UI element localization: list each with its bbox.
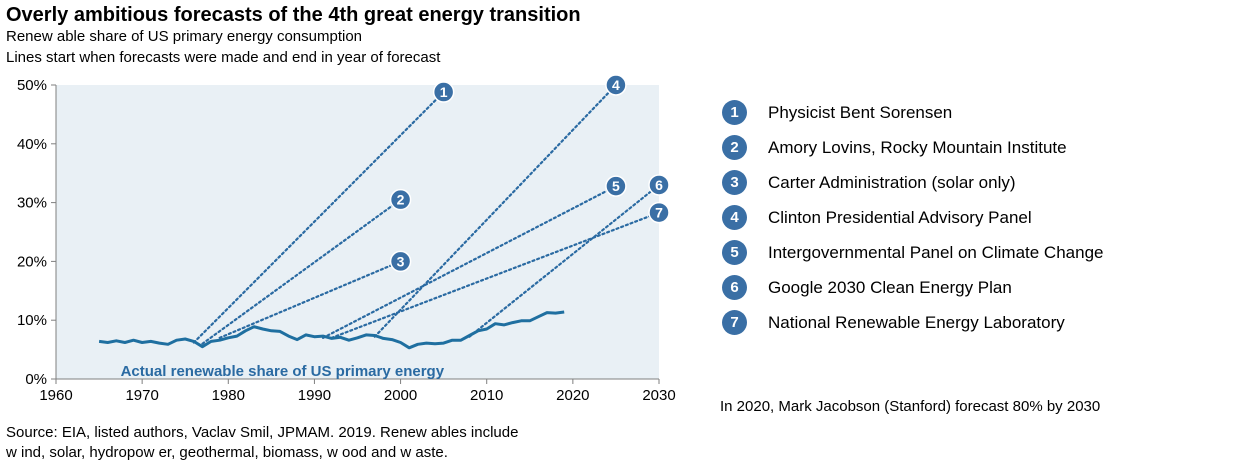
x-tick-label: 1980 — [212, 387, 245, 404]
legend-item: 4 Clinton Presidential Advisory Panel — [722, 200, 1103, 235]
legend-badge: 1 — [722, 100, 747, 125]
legend-label: Clinton Presidential Advisory Panel — [768, 207, 1032, 227]
legend-label: Google 2030 Clean Energy Plan — [768, 277, 1012, 297]
y-tick-label: 10% — [17, 312, 47, 329]
legend-item: 7 National Renewable Energy Laboratory — [722, 305, 1103, 340]
legend-label: Intergovernmental Panel on Climate Chang… — [768, 242, 1104, 262]
source-line-2: w ind, solar, hydropow er, geothermal, b… — [6, 444, 448, 461]
y-tick-label: 40% — [17, 136, 47, 153]
forecast-line-7 — [330, 211, 661, 339]
forecast-badge-number: 2 — [397, 192, 405, 208]
forecast-badge-number: 4 — [612, 77, 620, 93]
legend-item: 6 Google 2030 Clean Energy Plan — [722, 270, 1103, 305]
legend: 1 Physicist Bent Sorensen 2 Amory Lovins… — [722, 95, 1103, 340]
forecast-badge-number: 1 — [440, 84, 448, 100]
x-tick-label: 2020 — [556, 387, 589, 404]
subtitle-line-2: Lines start when forecasts were made and… — [6, 49, 441, 66]
x-tick-label: 2000 — [384, 387, 417, 404]
forecast-line-4 — [373, 83, 618, 338]
y-tick-label: 20% — [17, 253, 47, 270]
actual-series-label: Actual renewable share of US primary ene… — [121, 363, 445, 380]
forecast-line-5 — [321, 185, 618, 339]
forecast-badge-4 — [605, 74, 627, 96]
legend-badge: 6 — [722, 275, 747, 300]
y-tick-label: 0% — [25, 371, 47, 388]
legend-badge: 4 — [722, 205, 747, 230]
x-tick-label: 1990 — [298, 387, 331, 404]
forecast-line-6 — [468, 183, 661, 338]
forecast-line-3 — [218, 260, 402, 339]
forecast-badge-number: 5 — [612, 178, 620, 194]
legend-badge: 3 — [722, 170, 747, 195]
x-tick-label: 2010 — [470, 387, 503, 404]
y-tick-label: 30% — [17, 195, 47, 212]
forecast-badge-number: 6 — [655, 177, 663, 193]
legend-label: Amory Lovins, Rocky Mountain Institute — [768, 137, 1067, 157]
legend-item: 5 Intergovernmental Panel on Climate Cha… — [722, 235, 1103, 270]
legend-label: Physicist Bent Sorensen — [768, 102, 953, 122]
forecast-badge-number: 3 — [397, 253, 405, 269]
forecast-badge-3 — [389, 250, 412, 273]
forecast-badge-1 — [432, 81, 455, 103]
jacobson-note: In 2020, Mark Jacobson (Stanford) foreca… — [720, 398, 1101, 415]
source-line-1: Source: EIA, listed authors, Vaclav Smil… — [6, 424, 519, 441]
x-tick-label: 1970 — [125, 387, 158, 404]
forecast-badge-number: 7 — [655, 205, 663, 221]
legend-badge: 2 — [722, 135, 747, 160]
x-tick-label: 2030 — [642, 387, 675, 404]
forecast-chart: 0% 10% 20% 30% 40% 50% 1960 1970 1980 1990 2000 201… — [17, 74, 676, 404]
chart-title: Overly ambitious forecasts of the 4th gr… — [6, 4, 581, 26]
forecast-badge-5 — [605, 175, 627, 197]
legend-item: 3 Carter Administration (solar only) — [722, 165, 1103, 200]
subtitle-line-1: Renew able share of US primary energy co… — [6, 28, 363, 45]
legend-badge: 5 — [722, 240, 747, 265]
legend-label: Carter Administration (solar only) — [768, 172, 1016, 192]
forecast-line-2 — [201, 198, 402, 345]
x-tick-label: 1960 — [39, 387, 72, 404]
forecast-line-1 — [192, 90, 445, 344]
forecast-badge-7 — [648, 201, 670, 224]
legend-badge: 7 — [722, 310, 747, 335]
forecast-badge-2 — [389, 188, 412, 211]
actual-share-line — [98, 310, 565, 350]
y-tick-label: 50% — [17, 77, 47, 94]
legend-item: 2 Amory Lovins, Rocky Mountain Institute — [722, 130, 1103, 165]
legend-label: National Renewable Energy Laboratory — [768, 312, 1065, 332]
legend-item: 1 Physicist Bent Sorensen — [722, 95, 1103, 130]
forecast-badge-6 — [648, 174, 670, 196]
